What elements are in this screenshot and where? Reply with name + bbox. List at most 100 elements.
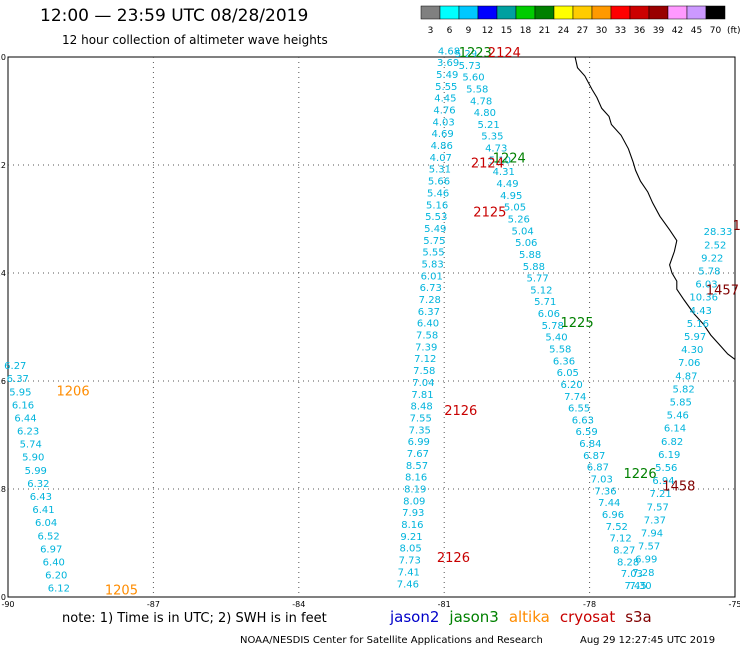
wave-height-value: 5.88 xyxy=(523,262,545,273)
pass-time-label: 1205 xyxy=(105,583,138,598)
colorbar-tick: 15 xyxy=(501,26,512,36)
wave-height-value: 5.97 xyxy=(684,332,706,343)
wave-height-value: 4.76 xyxy=(433,106,455,117)
wave-height-value: 6.55 xyxy=(568,404,590,415)
wave-height-value: 4.73 xyxy=(485,144,507,155)
wave-height-value: 7.67 xyxy=(407,449,429,460)
latitude-label: -18 xyxy=(0,485,6,494)
longitude-label: -87 xyxy=(147,600,160,609)
wave-height-value: 9.22 xyxy=(701,253,723,264)
wave-height-value: 6.19 xyxy=(658,450,680,461)
wave-height-value: 6.40 xyxy=(43,557,65,568)
wave-height-value: 8.05 xyxy=(399,544,421,555)
wave-height-value: 6.43 xyxy=(30,492,52,503)
wave-height-value: 6.01 xyxy=(421,271,443,282)
wave-height-value: 6.52 xyxy=(37,531,59,542)
wave-height-value: 7.81 xyxy=(411,390,433,401)
footer-note: note: 1) Time is in UTC; 2) SWH is in fe… xyxy=(62,611,327,626)
map-frame xyxy=(7,56,736,598)
wave-height-value: 7.94 xyxy=(641,529,663,540)
wave-height-value: 6.16 xyxy=(12,400,34,411)
colorbar-tick: 45 xyxy=(691,26,702,36)
wave-height-value: 5.49 xyxy=(424,224,446,235)
wave-height-value: 8.27 xyxy=(613,545,635,556)
wave-height-value: 5.85 xyxy=(670,398,692,409)
wave-height-value: 7.30 xyxy=(629,581,651,592)
longitude-label: -84 xyxy=(292,600,305,609)
wave-height-value: 6.41 xyxy=(32,505,54,516)
wave-height-value: 5.58 xyxy=(549,345,571,356)
wave-height-value: 7.57 xyxy=(638,542,660,553)
page-title: 12:00 — 23:59 UTC 08/28/2019 xyxy=(40,6,309,26)
wave-height-value: 5.49 xyxy=(436,70,458,81)
wave-height-value: 6.14 xyxy=(664,424,686,435)
colorbar-tick: 3 xyxy=(428,26,434,36)
wave-height-value: 6.63 xyxy=(572,415,594,426)
wave-height-value: 7.06 xyxy=(678,358,700,369)
colorbar-tick: 12 xyxy=(482,26,493,36)
wave-height-value: 4.95 xyxy=(500,191,522,202)
wave-height-value: 6.97 xyxy=(40,544,62,555)
longitude-label: -81 xyxy=(438,600,451,609)
wave-height-value: 5.83 xyxy=(421,260,443,271)
wave-height-value: 6.96 xyxy=(602,510,624,521)
latitude-label: -20 xyxy=(0,593,6,602)
wave-height-value: 7.57 xyxy=(647,502,669,513)
wave-height-value: 4.43 xyxy=(690,306,712,317)
wave-height-value: 7.46 xyxy=(397,579,419,590)
pass-time-label: 2126 xyxy=(437,551,470,566)
wave-height-value: 5.31 xyxy=(429,165,451,176)
wave-height-value: 9.21 xyxy=(400,532,422,543)
wave-height-value: 6.37 xyxy=(7,374,29,385)
wave-height-value: 5.53 xyxy=(425,212,447,223)
wave-height-value: 7.21 xyxy=(649,489,671,500)
wave-height-value: 5.10 xyxy=(489,155,511,166)
pass-time-label: 2125 xyxy=(473,205,506,220)
wave-height-value: 5.88 xyxy=(519,250,541,261)
colorbar-unit: (ft) xyxy=(727,26,740,36)
wave-height-value: 8.09 xyxy=(403,496,425,507)
wave-height-value: 5.58 xyxy=(466,85,488,96)
wave-height-value: 7.74 xyxy=(564,392,586,403)
wave-height-value: 7.55 xyxy=(410,414,432,425)
wave-height-value: 7.58 xyxy=(416,331,438,342)
wave-height-value: 7.36 xyxy=(594,486,616,497)
wave-height-value: 5.40 xyxy=(545,333,567,344)
longitude-label: -90 xyxy=(1,600,14,609)
wave-height-value: 6.44 xyxy=(14,414,36,425)
latitude-label: -14 xyxy=(0,269,6,278)
wave-height-value: 4.86 xyxy=(431,141,453,152)
wave-height-value: 5.04 xyxy=(511,226,533,237)
colorbar-tick: 27 xyxy=(577,26,588,36)
wave-height-value: 5.95 xyxy=(9,387,31,398)
wave-height-value: 7.04 xyxy=(412,378,434,389)
colorbar-tick: 39 xyxy=(653,26,665,36)
wave-height-value: 4.30 xyxy=(681,345,703,356)
colorbar-tick: 6 xyxy=(447,26,453,36)
wave-height-value: 6.04 xyxy=(35,518,57,529)
colorbar-tick: 21 xyxy=(539,26,550,36)
wave-height-value: 6.84 xyxy=(579,439,601,450)
wave-height-value: 4.49 xyxy=(496,179,518,190)
wave-height-value: 5.29 xyxy=(455,49,477,60)
wave-height-value: 5.78 xyxy=(542,321,564,332)
wave-height-value: 5.99 xyxy=(25,466,47,477)
longitude-label: -78 xyxy=(583,600,596,609)
wave-height-value: 7.03 xyxy=(621,569,643,580)
wave-height-value: 5.71 xyxy=(534,297,556,308)
wave-height-value: 6.99 xyxy=(635,555,657,566)
legend-item-jason2: jason2 xyxy=(390,608,440,626)
wave-height-value: 4.80 xyxy=(474,108,496,119)
pass-time-label: 1457 xyxy=(706,284,739,299)
colorbar: 3 6 9 12 15 18 21 24 27 30 33 36 39 42 45 70 (ft) xyxy=(420,5,740,36)
wave-height-value: 7.12 xyxy=(414,354,436,365)
legend-item-altika: altika xyxy=(508,608,550,626)
wave-height-value: 7.41 xyxy=(398,567,420,578)
wave-height-value: 5.56 xyxy=(655,463,677,474)
colorbar-tick: 24 xyxy=(558,26,570,36)
wave-height-value: 4.45 xyxy=(434,94,456,105)
wave-height-value: 4.07 xyxy=(430,153,452,164)
wave-height-value: 6.27 xyxy=(4,361,26,372)
wave-height-value: 10.36 xyxy=(689,293,718,304)
wave-height-value: 4.78 xyxy=(470,96,492,107)
